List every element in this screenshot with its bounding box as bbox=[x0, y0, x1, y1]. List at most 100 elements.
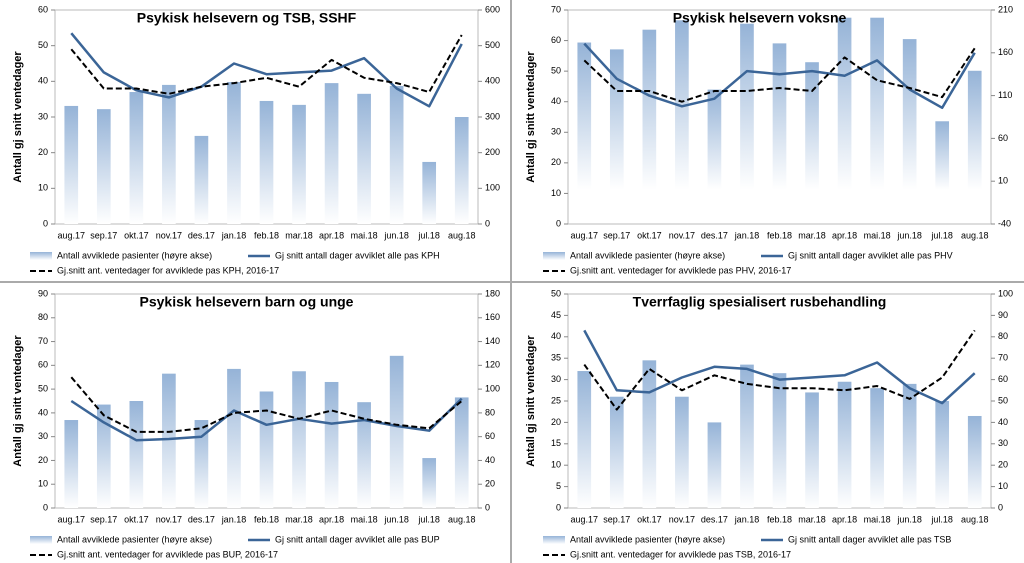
x-tick-label: sep.17 bbox=[603, 230, 630, 240]
bar bbox=[740, 364, 754, 508]
y2-tick-label: 0 bbox=[485, 502, 490, 512]
bar bbox=[259, 391, 274, 508]
legend-label: Gj.snitt ant. ventedager for avviklede p… bbox=[57, 549, 278, 559]
x-tick-label: jun.18 bbox=[896, 230, 922, 240]
y-tick-label: 0 bbox=[43, 502, 48, 512]
legend-swatch bbox=[30, 536, 52, 544]
y-tick-label: 60 bbox=[38, 360, 48, 370]
y2-tick-label: 180 bbox=[485, 288, 500, 298]
x-tick-label: aug.17 bbox=[571, 514, 599, 524]
x-tick-label: apr.18 bbox=[319, 230, 344, 240]
y-tick-label: 50 bbox=[551, 66, 561, 76]
line-series bbox=[70, 397, 463, 442]
y2-tick-label: 20 bbox=[485, 479, 495, 489]
x-tick-label: apr.18 bbox=[319, 514, 344, 524]
x-tick-label: nov.17 bbox=[156, 230, 182, 240]
y2-tick-label: 70 bbox=[998, 353, 1008, 363]
legend-label: Gj snitt antall dager avviklet alle pas … bbox=[275, 534, 440, 544]
x-tick-label: jul.18 bbox=[417, 514, 440, 524]
y-axis-label: Antall gj snitt ventedager bbox=[525, 335, 537, 467]
x-tick-label: sep.17 bbox=[603, 514, 630, 524]
y-tick-label: 30 bbox=[551, 127, 561, 137]
bar bbox=[227, 368, 241, 508]
bar bbox=[96, 404, 111, 508]
bar bbox=[935, 121, 950, 190]
y2-tick-label: -40 bbox=[998, 218, 1011, 228]
bar bbox=[422, 161, 437, 224]
x-tick-label: feb.18 bbox=[767, 230, 792, 240]
bar bbox=[805, 392, 819, 508]
y-tick-label: 40 bbox=[38, 76, 48, 86]
x-tick-label: mar.18 bbox=[798, 230, 826, 240]
x-tick-label: jun.18 bbox=[896, 514, 922, 524]
y-tick-label: 50 bbox=[551, 288, 561, 298]
y-tick-label: 20 bbox=[38, 147, 48, 157]
bar bbox=[324, 381, 339, 508]
x-tick-label: okt.17 bbox=[637, 230, 662, 240]
y2-tick-label: 110 bbox=[998, 90, 1012, 100]
bar bbox=[609, 49, 624, 190]
bar bbox=[292, 104, 306, 224]
legend-label: Gj snitt antall dager avviklet alle pas … bbox=[788, 534, 951, 544]
chart-panel: 0 5 10 15 20 25 30 35 40 45 50 0 10 20 30 40 50 60 70 80 90 1… bbox=[525, 288, 1013, 559]
x-tick-label: apr.18 bbox=[832, 230, 857, 240]
line-series bbox=[70, 32, 463, 108]
y-tick-label: 10 bbox=[38, 183, 48, 193]
x-tick-label: nov.17 bbox=[156, 514, 182, 524]
x-tick-label: des.17 bbox=[701, 514, 728, 524]
bar bbox=[870, 17, 884, 190]
y2-tick-label: 80 bbox=[998, 331, 1008, 341]
legend-swatch bbox=[543, 252, 565, 260]
y-tick-label: 5 bbox=[556, 481, 561, 491]
bar bbox=[162, 373, 176, 508]
y-tick-label: 45 bbox=[551, 310, 561, 320]
y2-tick-label: 40 bbox=[998, 417, 1008, 427]
y-tick-label: 10 bbox=[551, 188, 561, 198]
y-tick-label: 35 bbox=[551, 353, 561, 363]
x-tick-label: feb.18 bbox=[254, 230, 279, 240]
x-tick-label: mai.18 bbox=[351, 514, 378, 524]
y-tick-label: 50 bbox=[38, 383, 48, 393]
x-tick-label: aug.18 bbox=[961, 514, 989, 524]
line-series bbox=[583, 329, 976, 411]
y-tick-label: 0 bbox=[43, 218, 48, 228]
bar bbox=[707, 89, 722, 190]
y2-tick-label: 140 bbox=[485, 336, 500, 346]
plot-frame bbox=[567, 9, 992, 225]
y2-tick-label: 300 bbox=[485, 111, 500, 121]
bar bbox=[64, 105, 79, 224]
y2-tick-label: 10 bbox=[998, 481, 1008, 491]
legend-label: Gj.snitt ant. ventedager for avviklede p… bbox=[570, 265, 791, 275]
chart-panel: 0 10 20 30 40 50 60 70 80 90 0 20 40 60 80 100 120 140 160… bbox=[12, 288, 500, 559]
line-series bbox=[583, 42, 976, 110]
bar bbox=[422, 458, 437, 508]
x-tick-label: okt.17 bbox=[124, 514, 149, 524]
y-axis-label: Antall gj snitt ventedager bbox=[525, 51, 537, 183]
y2-tick-label: 30 bbox=[998, 438, 1008, 448]
bar bbox=[805, 62, 819, 190]
y-tick-label: 10 bbox=[38, 479, 48, 489]
bar bbox=[96, 109, 111, 224]
x-tick-label: okt.17 bbox=[124, 230, 149, 240]
y2-tick-label: 160 bbox=[998, 47, 1013, 57]
bar bbox=[642, 360, 657, 508]
legend-label: Gj.snitt ant. ventedager for avviklede p… bbox=[57, 265, 279, 275]
y2-tick-label: 60 bbox=[485, 431, 495, 441]
x-tick-label: jul.18 bbox=[930, 230, 953, 240]
legend-label: Gj snitt antall dager avviklet alle pas … bbox=[275, 250, 440, 260]
x-tick-label: aug.18 bbox=[961, 230, 989, 240]
bar bbox=[64, 420, 79, 508]
y2-tick-label: 20 bbox=[998, 460, 1008, 470]
y2-tick-label: 210 bbox=[998, 4, 1013, 14]
y2-tick-label: 90 bbox=[998, 310, 1008, 320]
x-tick-label: aug.17 bbox=[58, 230, 86, 240]
bar bbox=[837, 17, 852, 190]
x-tick-label: sep.17 bbox=[90, 514, 117, 524]
bar bbox=[967, 70, 982, 190]
x-tick-label: jan.18 bbox=[221, 514, 247, 524]
bar bbox=[837, 381, 852, 508]
bar bbox=[129, 401, 144, 508]
x-tick-label: mar.18 bbox=[285, 230, 313, 240]
y-tick-label: 40 bbox=[551, 96, 561, 106]
legend-swatch bbox=[543, 536, 565, 544]
